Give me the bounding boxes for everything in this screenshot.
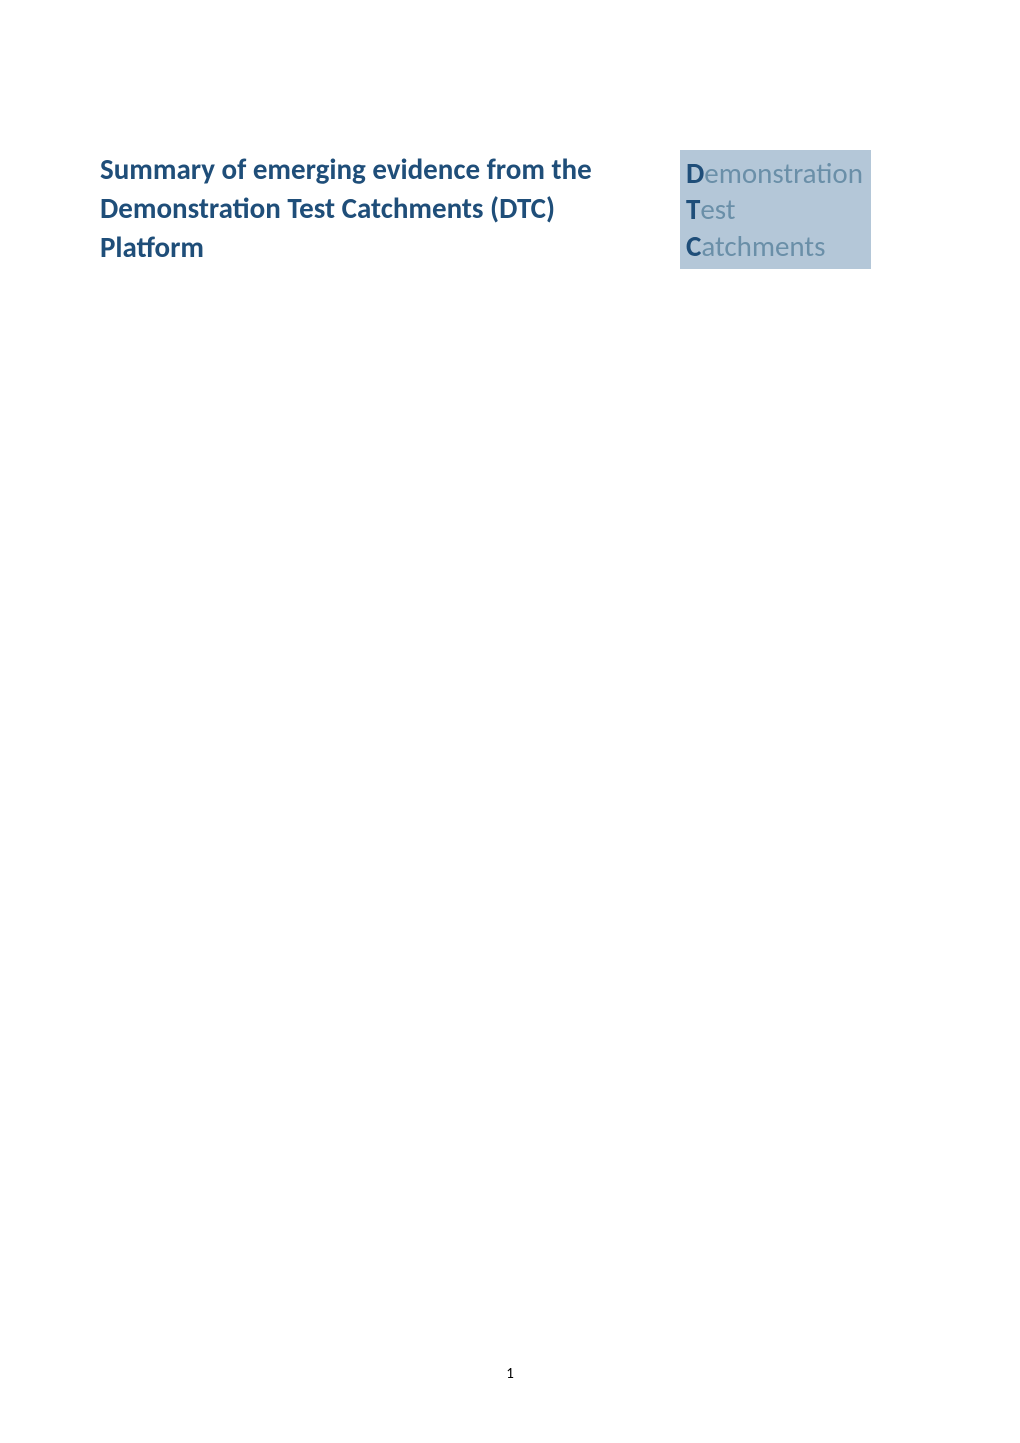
dtc-line-3: Catchments — [686, 228, 863, 264]
title-line-1: Summary of emerging evidence from the — [100, 151, 592, 187]
dtc-rest-1: emonstration — [704, 155, 863, 191]
dtc-bold-3: C — [686, 228, 701, 264]
page-container: Summary of emerging evidence from the De… — [0, 0, 1020, 1443]
dtc-line-2: Test — [686, 191, 863, 227]
page-number: 1 — [0, 1365, 1020, 1383]
title-line-2: Demonstration Test Catchments (DTC) — [100, 190, 555, 226]
dtc-label-block: Demonstration Test Catchments — [680, 150, 871, 269]
title-line-3: Platform — [100, 229, 204, 265]
dtc-line-1: Demonstration — [686, 155, 863, 191]
dtc-rest-3: atchments — [701, 228, 825, 264]
dtc-bold-1: D — [686, 155, 704, 191]
dtc-bold-2: T — [686, 191, 700, 227]
header-row: Summary of emerging evidence from the De… — [100, 150, 930, 269]
title-block: Summary of emerging evidence from the De… — [100, 150, 630, 267]
dtc-rest-2: est — [700, 191, 735, 227]
document-title: Summary of emerging evidence from the De… — [100, 150, 630, 267]
